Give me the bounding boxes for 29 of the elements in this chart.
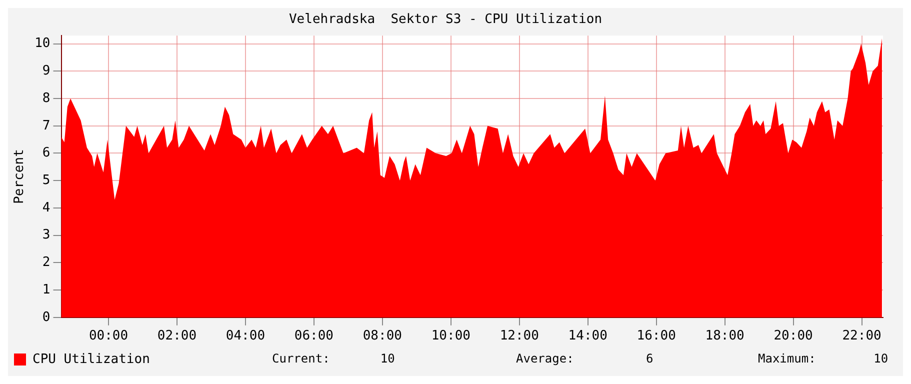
x-tick-label: 20:00	[774, 328, 813, 344]
chart-title: Velehradska Sektor S3 - CPU Utilization	[288, 12, 602, 28]
x-tick-label: 22:00	[842, 328, 882, 344]
x-tick-label: 04:00	[226, 328, 266, 344]
x-tick-label: 14:00	[568, 328, 608, 344]
y-tick-label: 4	[42, 200, 50, 216]
y-tick-label: 5	[42, 172, 50, 188]
x-tick-label: 00:00	[88, 328, 128, 344]
text: Average: 6	[516, 352, 654, 366]
x-tick-label: 10:00	[431, 328, 470, 344]
x-tick-label: 16:00	[636, 328, 676, 344]
y-axis-title: Percent	[12, 149, 28, 204]
legend-label: CPU Utilization	[32, 352, 150, 367]
y-tick-label: 2	[42, 255, 50, 270]
x-tick-label: 18:00	[705, 328, 744, 344]
x-tick-label: 08:00	[362, 328, 402, 344]
y-tick-label: 1	[42, 282, 50, 298]
text: Maximum: 10	[758, 352, 888, 366]
y-tick-label: 7	[42, 118, 50, 134]
y-tick-label: 3	[42, 228, 50, 243]
y-tick-label: 10	[34, 36, 50, 52]
x-tick-label: 12:00	[500, 328, 539, 344]
x-tick-label: 02:00	[157, 328, 197, 344]
x-tick-label: 06:00	[294, 328, 334, 344]
y-tick-label: 9	[42, 64, 50, 79]
y-tick-label: 6	[42, 146, 50, 161]
y-tick-label: 8	[42, 90, 50, 106]
text: Current: 10	[272, 352, 395, 366]
y-tick-label: 0	[42, 310, 50, 325]
